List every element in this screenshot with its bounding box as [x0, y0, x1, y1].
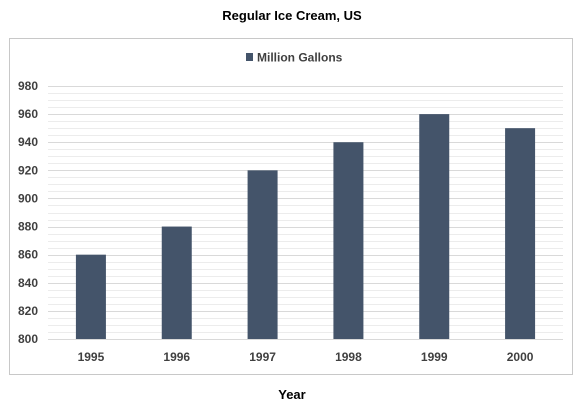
- bar-1997: [247, 170, 278, 339]
- x-axis-title: Year: [278, 387, 306, 402]
- bar-1995: [75, 254, 106, 339]
- x-axis-ticks: 1995 1996 1997 1998 1999 2000: [78, 350, 534, 364]
- y-tick-label: 840: [18, 276, 38, 290]
- gridlines: [48, 86, 563, 340]
- y-tick-label: 900: [18, 191, 38, 205]
- y-tick-label: 880: [18, 220, 38, 234]
- y-tick-label: 920: [18, 163, 38, 177]
- chart-title: Regular Ice Cream, US: [222, 8, 362, 23]
- bar-2000: [505, 128, 536, 339]
- y-tick-label: 820: [18, 304, 38, 318]
- legend: Million Gallons: [246, 51, 343, 65]
- y-tick-label: 960: [18, 107, 38, 121]
- x-tick-label: 1995: [78, 350, 105, 364]
- x-tick-label: 1999: [421, 350, 448, 364]
- bar-1996: [161, 226, 192, 339]
- y-tick-label: 940: [18, 135, 38, 149]
- bar-1999: [419, 114, 450, 339]
- y-tick-label: 860: [18, 248, 38, 262]
- x-tick-label: 1998: [335, 350, 362, 364]
- legend-label: Million Gallons: [257, 51, 343, 65]
- y-tick-label: 980: [18, 79, 38, 93]
- legend-swatch: [246, 53, 253, 61]
- bars: [75, 114, 536, 339]
- y-axis-ticks: 800 820 840 860 880 900 920 940 960 980: [18, 79, 38, 346]
- x-tick-label: 1996: [163, 350, 190, 364]
- bar-1998: [333, 142, 364, 339]
- x-tick-label: 2000: [507, 350, 534, 364]
- x-tick-label: 1997: [249, 350, 276, 364]
- y-tick-label: 800: [18, 332, 38, 346]
